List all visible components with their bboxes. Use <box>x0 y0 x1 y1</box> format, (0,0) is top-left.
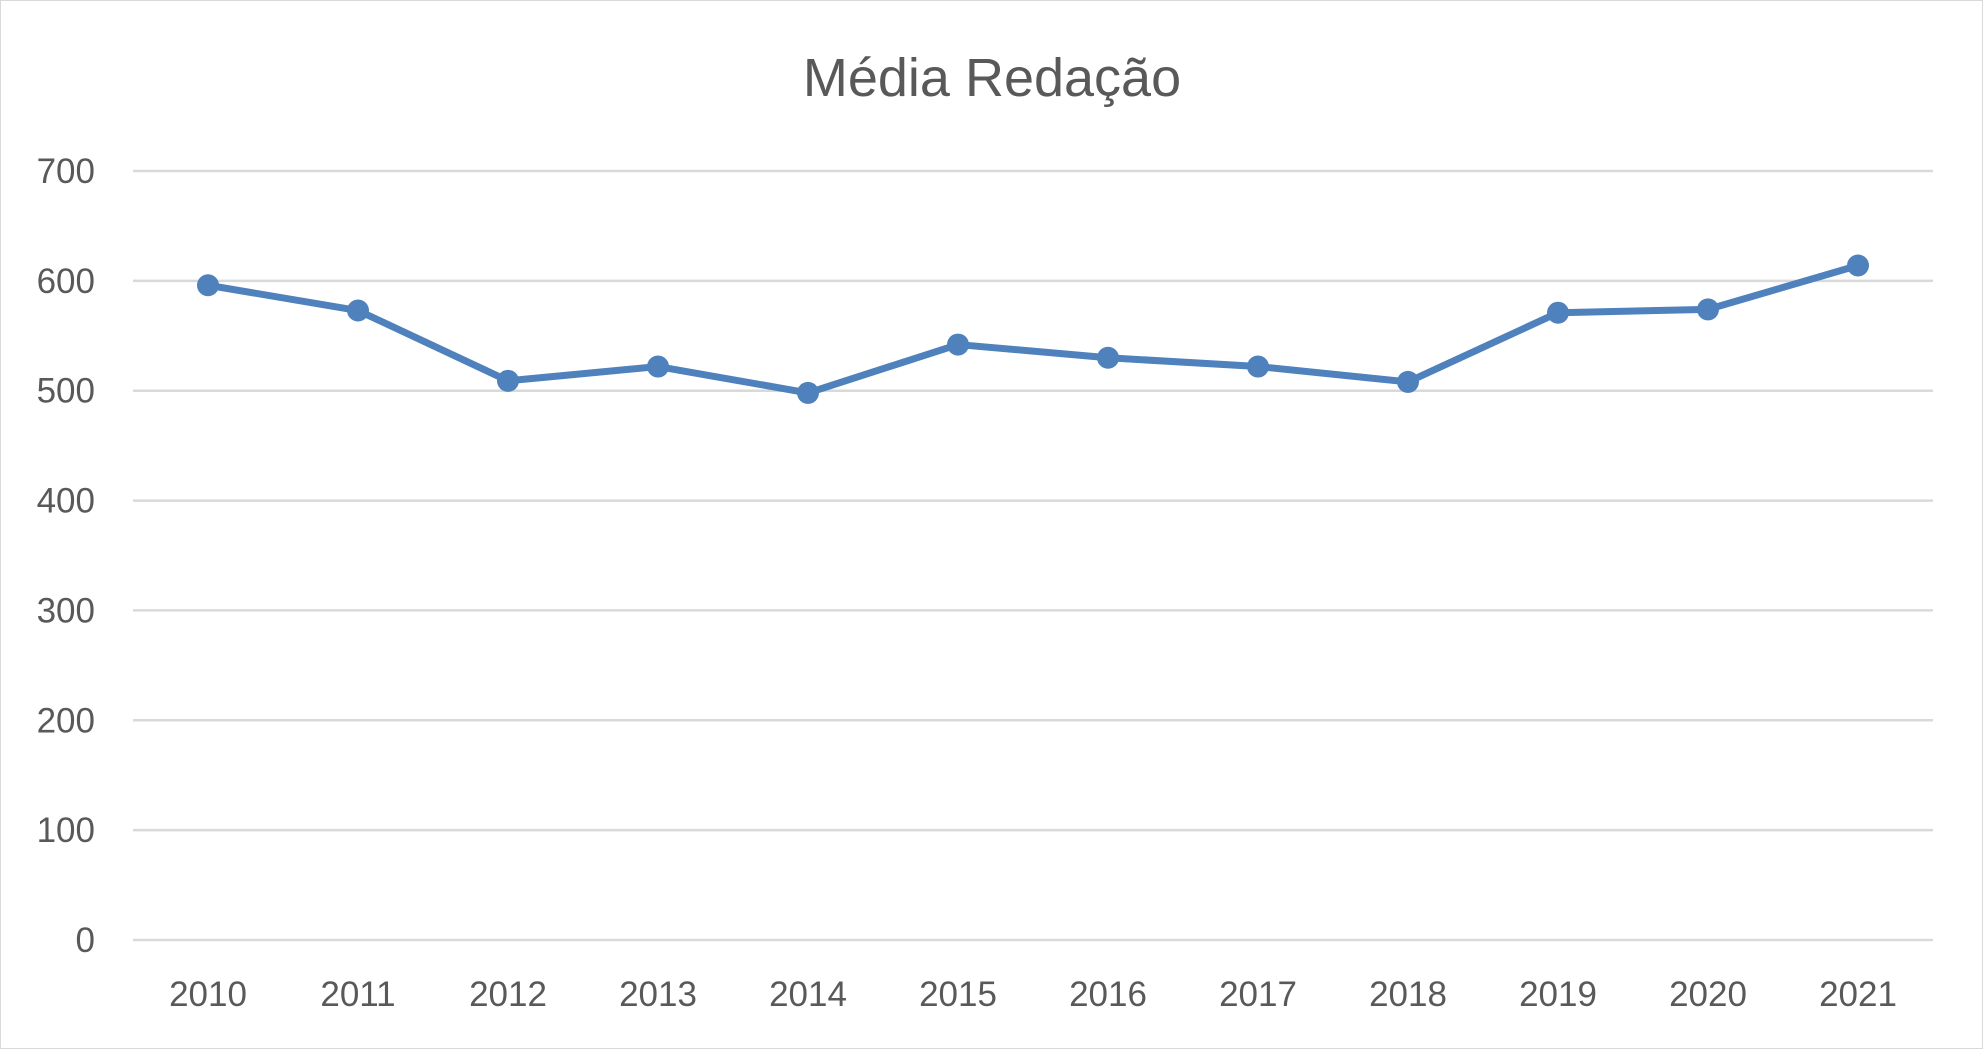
x-tick-label: 2011 <box>320 975 395 1014</box>
x-tick-label: 2020 <box>1669 975 1747 1014</box>
x-tick-label: 2012 <box>469 975 547 1014</box>
data-point-2021 <box>1847 254 1869 277</box>
series-layer <box>197 254 1869 404</box>
data-point-2015 <box>947 333 969 356</box>
y-tick-label: 0 <box>76 921 95 960</box>
data-point-2020 <box>1697 298 1719 321</box>
x-tick-label: 2013 <box>619 975 697 1014</box>
data-point-2016 <box>1097 346 1119 369</box>
x-tick-label: 2017 <box>1219 975 1297 1014</box>
x-tick-label: 2021 <box>1819 975 1897 1014</box>
y-tick-label: 300 <box>37 591 95 630</box>
y-tick-label: 500 <box>37 372 95 411</box>
y-tick-label: 600 <box>37 262 95 301</box>
y-tick-label: 100 <box>37 811 95 850</box>
data-point-2014 <box>797 381 819 404</box>
data-point-2010 <box>197 274 219 297</box>
x-tick-label: 2015 <box>919 975 997 1014</box>
x-axis-ticks: 2010 2011 2012 2013 2014 2015 2016 2017 2018 2019… <box>169 975 1897 1014</box>
data-point-2018 <box>1397 370 1419 393</box>
y-tick-label: 200 <box>37 701 95 740</box>
data-point-2017 <box>1247 355 1269 378</box>
x-tick-label: 2014 <box>769 975 847 1014</box>
data-point-2011 <box>347 299 369 322</box>
y-axis-ticks: 0 100 200 300 400 500 600 700 <box>37 152 95 960</box>
data-point-2012 <box>497 369 519 392</box>
gridlines <box>133 169 1933 942</box>
x-tick-label: 2019 <box>1519 975 1597 1014</box>
data-point-2013 <box>647 355 669 378</box>
series-line <box>204 261 1862 397</box>
x-tick-label: 2010 <box>169 975 247 1014</box>
x-tick-label: 2018 <box>1369 975 1447 1014</box>
chart-title: Média Redação <box>803 48 1181 108</box>
data-point-2019 <box>1547 301 1569 324</box>
y-tick-label: 400 <box>37 482 95 521</box>
y-tick-label: 700 <box>37 152 95 191</box>
x-tick-label: 2016 <box>1069 975 1147 1014</box>
